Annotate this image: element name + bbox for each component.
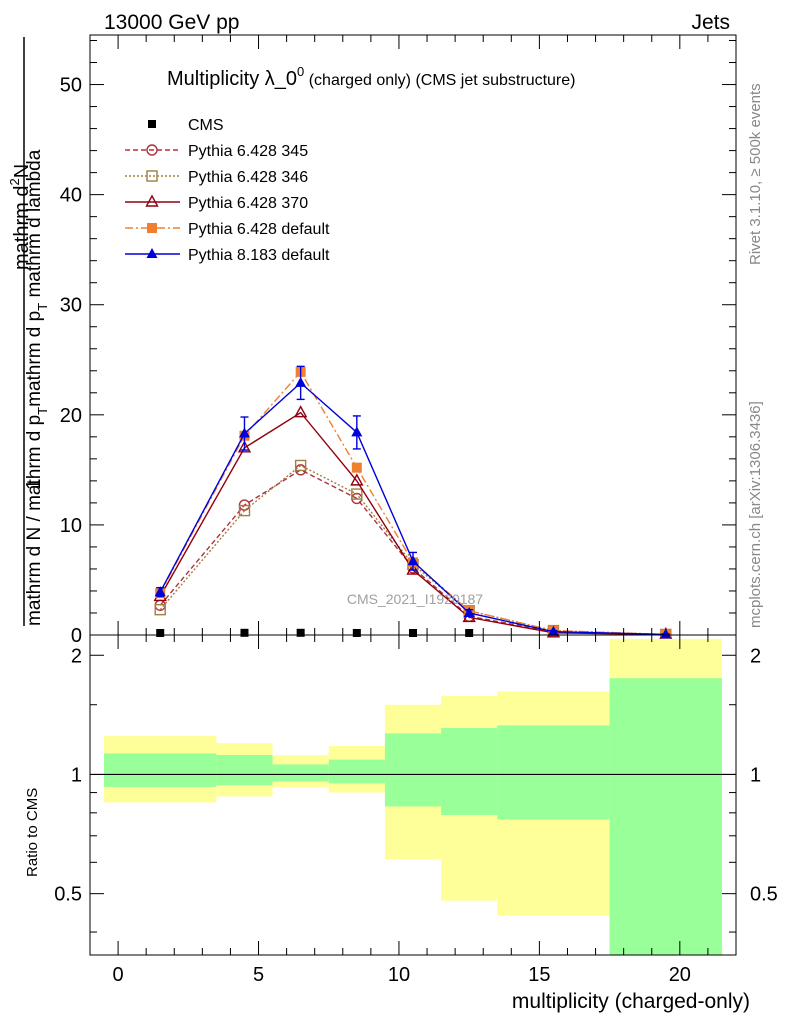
ratio-y-tick-label: 1 (71, 764, 82, 786)
data-point-p8 (463, 606, 475, 617)
y-tick-label: 50 (60, 75, 82, 97)
ylabel-numerator-one: 1 (23, 479, 45, 490)
data-point-p8 (547, 625, 559, 636)
header-jets: Jets (691, 11, 730, 34)
x-tick-label: 20 (669, 964, 691, 986)
ratio-y-tick-label-right: 1 (750, 764, 761, 786)
legend-entry-cms: CMS (148, 117, 224, 134)
ylabel-denominator: mathrm d N / mathrm d pTmathrm d pT math… (24, 149, 50, 626)
ratio-panel: 0.5 0.51 12 20 5 10 15 20 (54, 634, 778, 986)
series-p346 (154, 459, 672, 641)
data-point-cms (156, 629, 165, 637)
legend-label-p346: Pythia 6.428 346 (188, 169, 308, 186)
main-title: Multiplicity λ_00 (charged only) (CMS je… (167, 64, 575, 90)
data-point-p370 (237, 440, 252, 453)
data-point-p346 (294, 459, 307, 472)
ratio-y-tick-label-right: 0.5 (750, 884, 778, 906)
main-ylabel: 1 mathrm d2N (7, 164, 45, 490)
main-panel: 0 10 20 30 40 50 Multiplicity λ_00 (charged o… (60, 34, 737, 647)
data-point-cms (240, 628, 249, 637)
main-axes: 0 10 20 30 40 50 (60, 35, 736, 647)
header-process: 13000 GeV pp (104, 11, 239, 34)
legend-marker-pdef (147, 223, 157, 233)
ratio-band-inner (272, 764, 329, 782)
data-point-p8 (154, 586, 166, 597)
legend-entry-pdef: Pythia 6.428 default (125, 221, 330, 238)
main-ylabel-lower: mathrm d N / mathrm d pTmathrm d pT math… (24, 149, 50, 626)
series-line-p346 (159, 464, 666, 636)
ratio-y-tick-label: 2 (71, 645, 82, 667)
rivet-label: Rivet 3.1.10, ≥ 500k events (747, 83, 764, 265)
y-tick-label: 0 (71, 625, 82, 647)
y-tick-label: 30 (60, 295, 82, 317)
ratio-band-inner (384, 733, 442, 807)
x-tick-label: 5 (253, 964, 264, 986)
y-tick-label: 20 (60, 405, 82, 427)
x-axis-label: multiplicity (charged-only) (512, 990, 750, 1013)
x-tick-label: 10 (388, 964, 410, 986)
legend-label-p8: Pythia 8.183 default (188, 247, 330, 264)
legend-entry-p370: Pythia 6.428 370 (125, 194, 308, 212)
data-point-p346 (238, 504, 251, 517)
ratio-band-inner (441, 728, 498, 815)
data-point-p370 (406, 562, 420, 575)
data-point-cms (352, 629, 361, 637)
main-frame (89, 34, 737, 636)
data-point-p346 (154, 603, 166, 616)
x-tick-label: 15 (528, 964, 550, 986)
legend-label-p345: Pythia 6.428 345 (188, 143, 308, 160)
legend-marker-p345 (146, 144, 158, 156)
mcplots-label: mcplots.cern.ch [arXiv:1306.3436] (747, 401, 764, 628)
ratio-band-inner (104, 753, 217, 787)
data-point-p8 (295, 376, 307, 387)
ratio-plot-marks (90, 638, 736, 955)
ratio-band-inner (328, 759, 385, 784)
legend-marker-p370 (145, 194, 159, 207)
data-point-cms (409, 629, 417, 637)
y-tick-label: 40 (60, 185, 82, 207)
data-point-p8 (660, 628, 672, 639)
ratio-frame (89, 634, 737, 956)
legend-marker-p8 (146, 248, 158, 258)
legend-entry-p345: Pythia 6.428 345 (125, 143, 308, 160)
data-point-p370 (293, 405, 308, 418)
ratio-axes: 0.5 0.51 12 20 5 10 15 20 (54, 635, 778, 986)
data-point-p8 (351, 426, 363, 437)
ratio-band-inner (609, 678, 722, 955)
ratio-band-inner (216, 754, 273, 786)
data-point-p370 (350, 473, 364, 486)
series-line-p345 (159, 469, 666, 636)
legend-label-pdef: Pythia 6.428 default (188, 221, 330, 238)
ratio-y-tick-label-right: 2 (750, 645, 761, 667)
watermark: CMS_2021_I1920187 (347, 591, 483, 607)
legend: CMS Pythia 6.428 345 Pythia 6.428 346 Pythi… (125, 117, 330, 264)
ratio-band-inner (497, 725, 610, 820)
legend-entry-p8: Pythia 8.183 default (125, 247, 330, 264)
ratio-ylabel: Ratio to CMS (24, 788, 41, 877)
ratio-y-tick-label: 0.5 (54, 884, 82, 906)
legend-entry-p346: Pythia 6.428 346 (125, 169, 308, 186)
ylabel-numerator-two: mathrm d2N (7, 164, 33, 270)
data-point-cms (296, 628, 305, 637)
data-point-cms (465, 629, 474, 637)
data-point-p8 (238, 427, 250, 438)
legend-marker-cms (148, 120, 156, 128)
legend-label-cms: CMS (188, 117, 224, 134)
x-tick-label: 0 (113, 964, 124, 986)
y-tick-label: 10 (60, 515, 82, 537)
data-point-p346 (351, 488, 363, 500)
data-point-p8 (407, 555, 419, 566)
legend-marker-p346 (146, 170, 158, 182)
data-point-pdef (351, 462, 362, 473)
legend-label-p370: Pythia 6.428 370 (188, 195, 308, 212)
